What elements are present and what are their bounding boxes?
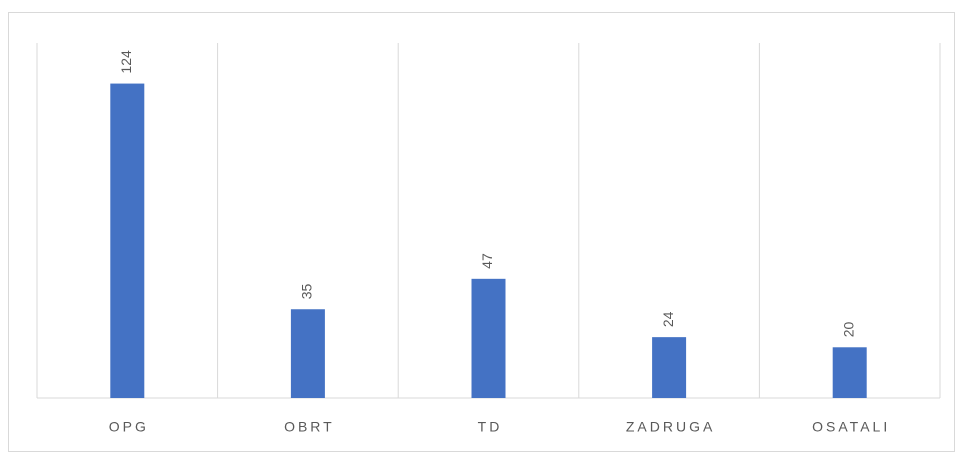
x-tick-label: TD [478,419,503,435]
bar [471,278,506,398]
data-label: 20 [840,321,856,337]
data-label: 124 [118,50,134,74]
data-label: 24 [660,311,676,327]
x-tick-label: OSATALI [812,419,890,435]
x-tick-label: OBRT [284,419,335,435]
x-tick-label: OPG [109,419,149,435]
bar [110,83,145,399]
x-tick-label: ZADRUGA [626,419,715,435]
data-label: 35 [299,283,315,299]
bar [832,347,867,398]
bar [652,337,687,398]
data-label: 47 [479,253,495,269]
bar [290,309,325,398]
